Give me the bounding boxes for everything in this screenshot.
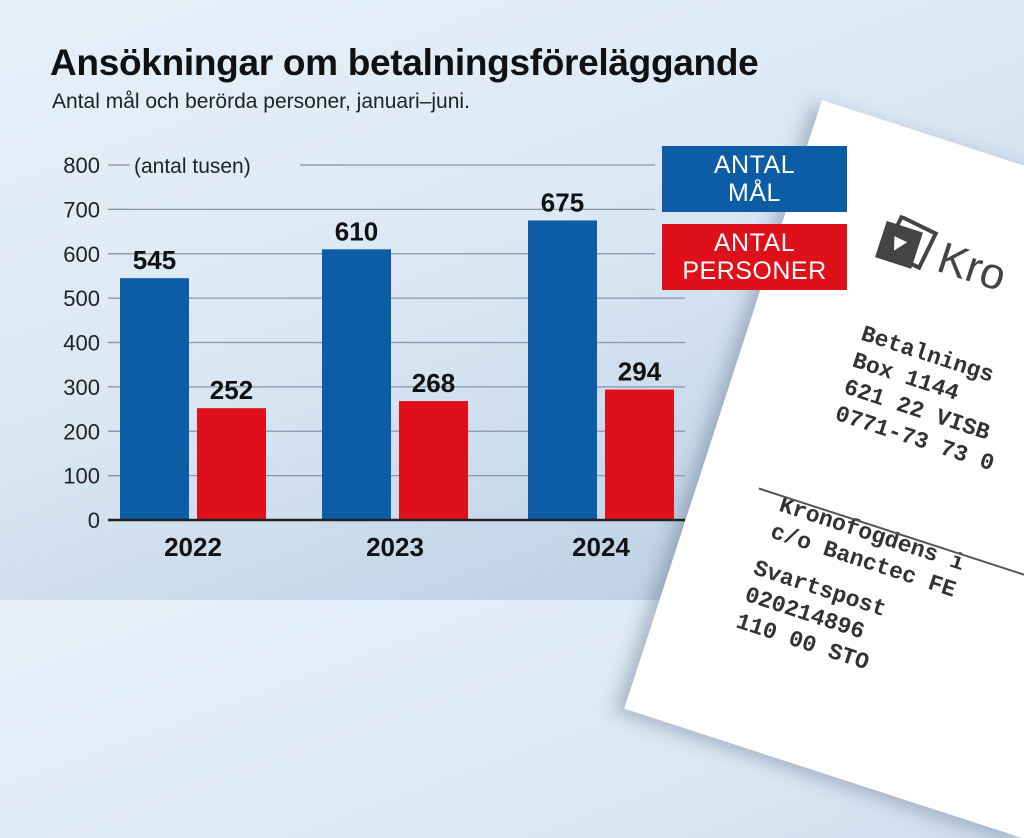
y-tick-label: 300 xyxy=(63,375,100,400)
bar-personer-2024 xyxy=(605,389,674,520)
receipt-envelope-image: Kro Betalnings Box 1144 621 22 VISB 0771-73… xyxy=(624,100,1024,838)
chart-title: Ansökningar om betalningsföreläggande xyxy=(50,42,759,83)
legend-antal-mal: ANTAL MÅL xyxy=(662,146,847,212)
bar-personer-2022 xyxy=(197,408,266,520)
data-label: 675 xyxy=(541,187,584,217)
y-tick-label: 400 xyxy=(63,331,100,356)
data-label: 610 xyxy=(335,216,378,246)
kronofogden-logo-icon xyxy=(875,214,939,271)
chart-subtitle: Antal mål och berörda personer, januari–… xyxy=(52,90,470,113)
x-tick-label: 2023 xyxy=(366,532,424,562)
y-tick-label: 100 xyxy=(63,464,100,489)
data-label: 294 xyxy=(618,357,662,387)
bar-chart: 0 100 200 300 400 500 600 700 800 (antal tusen) 54… xyxy=(63,153,685,562)
y-tick-label: 800 xyxy=(63,153,100,178)
y-tick-label: 0 xyxy=(88,508,100,533)
bar-personer-2023 xyxy=(399,401,468,520)
x-tick-label: 2024 xyxy=(572,532,630,562)
bar-mal-2024 xyxy=(528,220,597,520)
y-tick-label: 600 xyxy=(63,242,100,267)
unit-label: (antal tusen) xyxy=(134,155,251,178)
legend-antal-personer: ANTAL PERSONER xyxy=(662,224,847,290)
bar-mal-2023 xyxy=(322,249,391,520)
bar-mal-2022 xyxy=(120,278,189,520)
y-tick-label: 700 xyxy=(63,197,100,222)
data-label: 545 xyxy=(133,245,176,275)
y-tick-label: 500 xyxy=(63,286,100,311)
y-tick-label: 200 xyxy=(63,419,100,444)
x-tick-label: 2022 xyxy=(164,532,222,562)
data-label: 252 xyxy=(210,375,253,405)
data-label: 268 xyxy=(412,368,455,398)
